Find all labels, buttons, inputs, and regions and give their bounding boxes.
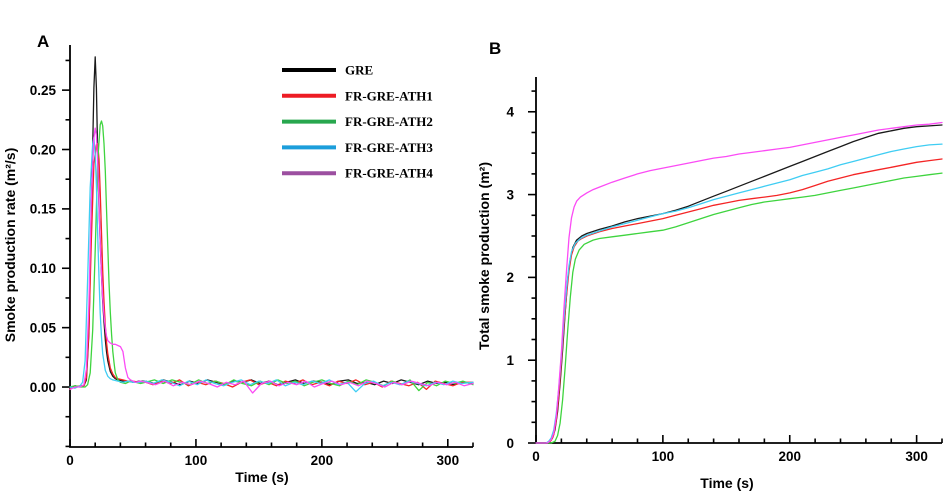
series-line-fr-gre-ath2: [69, 120, 474, 392]
legend-label-fr-gre-ath2: FR-GRE-ATH2: [345, 114, 433, 129]
series-line-fr-gre-ath4: [535, 121, 943, 444]
y-tick-label: 0.00: [30, 380, 56, 395]
y-tick-label: 0.25: [30, 83, 57, 98]
x-tick-label: 200: [311, 453, 334, 468]
y-tick-label: 1: [506, 353, 514, 368]
y-tick-label: 0.15: [30, 202, 57, 217]
y-tick-label: 3: [506, 187, 514, 202]
axis-line: [535, 77, 942, 444]
y-tick-label: 0.10: [30, 261, 56, 276]
panel-a-series: [69, 56, 474, 394]
legend-label-fr-gre-ath4: FR-GRE-ATH4: [345, 166, 433, 181]
panel-a-y-axis-title: Smoke production rate (m²/s): [2, 148, 18, 342]
axis-line: [69, 45, 473, 448]
series-line-fr-gre-ath3: [535, 143, 943, 444]
panel-b-x-axis-title: Time (s): [700, 475, 753, 491]
series-line-gre: [535, 124, 943, 444]
panel-b-label: B: [489, 39, 501, 58]
legend-label-fr-gre-ath3: FR-GRE-ATH3: [345, 140, 433, 155]
y-tick-label: 0: [506, 436, 514, 451]
panel-a-label: A: [37, 32, 49, 51]
x-tick-label: 300: [437, 453, 460, 468]
panel-a-axes: 0 100 200 300 0.00 0.05 0.10 0.15 0.20 0.25: [30, 45, 474, 468]
y-tick-label: 0.20: [30, 142, 56, 157]
panel-a-legend: GRE FR-GRE-ATH1 FR-GRE-ATH2 FR-GRE-ATH3 FR-G…: [282, 63, 433, 181]
y-tick-label: 0.05: [30, 320, 57, 335]
x-tick-label: 0: [532, 449, 540, 464]
panel-a-x-axis-title: Time (s): [235, 469, 288, 485]
panel-b-y-axis-title: Total smoke production (m²): [476, 162, 492, 350]
x-tick-label: 0: [66, 453, 74, 468]
series-line-fr-gre-ath2: [535, 172, 943, 444]
panel-a-smoke-production-rate: A Smoke production rate (m²/s) Time (s) …: [2, 32, 474, 485]
legend-label-gre: GRE: [345, 63, 373, 78]
y-tick-label: 2: [506, 270, 514, 285]
x-tick-label: 100: [185, 453, 208, 468]
series-line-gre: [69, 56, 474, 389]
panel-b-series: [535, 121, 943, 444]
panel-b-axes: 0 100 200 300 0 1 2 3 4: [506, 77, 943, 464]
panel-b-total-smoke-production: B Total smoke production (m²) Time (s) 0…: [476, 39, 943, 491]
legend-label-fr-gre-ath1: FR-GRE-ATH1: [345, 88, 433, 103]
y-tick-label: 4: [506, 105, 514, 120]
x-tick-label: 200: [778, 449, 801, 464]
series-line-fr-gre-ath4: [69, 127, 474, 394]
x-tick-label: 100: [652, 449, 675, 464]
series-line-fr-gre-ath1: [535, 158, 943, 444]
x-tick-label: 300: [905, 449, 928, 464]
